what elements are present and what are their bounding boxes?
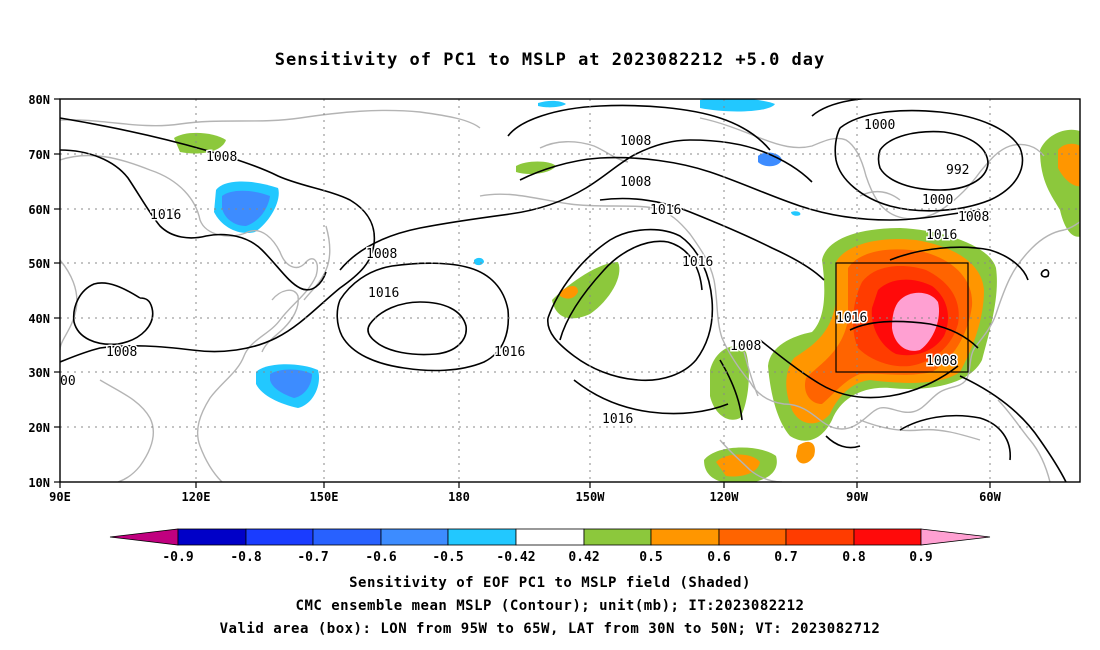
colorbar-segment [583, 528, 652, 546]
shade-negative-japan-core [270, 369, 312, 398]
colorbar-segment [312, 528, 382, 546]
colorbar-label: -0.6 [365, 550, 396, 565]
contour-low-1000 [834, 109, 1024, 212]
contour-label: 992 [946, 163, 969, 178]
colorbar-label: 0.6 [707, 550, 731, 565]
colorbar-segment [380, 528, 449, 546]
lat-label: 40N [28, 312, 50, 326]
lat-label: 80N [28, 93, 50, 107]
colorbar-segment [245, 528, 314, 546]
colorbar-segment [718, 528, 787, 546]
colorbar [109, 528, 991, 546]
contour-label: 1008 [366, 247, 397, 262]
shade-positive-kamchatka [174, 132, 226, 154]
colorbar-segment [447, 528, 517, 546]
contour-subtropical-high-w [336, 262, 510, 372]
colorbar-segment [920, 528, 991, 546]
colorbar-label: 0.8 [842, 550, 866, 565]
contour-label: 1000 [922, 193, 953, 208]
lon-label: 120W [710, 490, 740, 504]
contour-label: 1016 [682, 255, 713, 270]
contour-label: 1008 [730, 339, 761, 354]
colorbar-label: -0.8 [230, 550, 261, 565]
axis-ticks [54, 98, 991, 488]
contour-label: 1016 [602, 412, 633, 427]
contour-label: 1008 [926, 354, 957, 369]
valid-area-box [835, 262, 969, 373]
contour-label: 00 [60, 374, 76, 389]
caption-line-3: Valid area (box): LON from 95W to 65W, L… [219, 621, 881, 637]
lon-label: 150E [310, 490, 339, 504]
colorbar-label: 0.5 [639, 550, 662, 565]
caption-line-1: Sensitivity of EOF PC1 to MSLP field (Sh… [349, 575, 751, 591]
lat-label: 50N [28, 257, 50, 271]
colorbar-segment [853, 528, 922, 546]
plot-title: Sensitivity of PC1 to MSLP at 2023082212… [274, 50, 826, 70]
colorbar-label: -0.5 [432, 550, 463, 565]
contour-label: 1008 [958, 210, 989, 225]
colorbar-label: 0.42 [568, 550, 599, 565]
lon-label: 150W [576, 490, 606, 504]
contour-label: 1008 [620, 175, 651, 190]
lat-label: 10N [28, 476, 50, 490]
lat-label: 60N [28, 203, 50, 217]
lon-label: 90E [49, 490, 71, 504]
colorbar-label: 0.7 [774, 550, 797, 565]
colorbar-label: 0.9 [909, 550, 932, 565]
contour-label: 1016 [494, 345, 525, 360]
lat-label: 30N [28, 366, 50, 380]
colorbar-label: -0.9 [162, 550, 193, 565]
contour-low-992 [877, 130, 989, 191]
contour-label: 1016 [368, 286, 399, 301]
colorbar-label: -0.42 [496, 550, 535, 565]
contour-label: 1016 [926, 228, 957, 243]
coastlines [60, 109, 1080, 482]
lat-label: 20N [28, 421, 50, 435]
contour-label: 1000 [864, 118, 895, 133]
colorbar-segment [785, 528, 855, 546]
gridlines [60, 99, 1080, 482]
map-frame [59, 98, 1081, 483]
contour-label: 1016 [836, 311, 867, 326]
lon-label: 120E [182, 490, 211, 504]
shade-negative-siberia-core [222, 190, 270, 226]
shade-positive-pacific [552, 262, 620, 319]
colorbar-segment [109, 528, 179, 546]
lon-label: 90W [846, 490, 868, 504]
lon-label: 60W [979, 490, 1001, 504]
colorbar-segment [515, 528, 585, 546]
contour-label: 1008 [106, 345, 137, 360]
colorbar-label: -0.7 [297, 550, 328, 565]
contour-label: 1016 [650, 203, 681, 218]
lon-label: 180 [448, 490, 470, 504]
lat-label: 70N [28, 148, 50, 162]
contour-label: 1008 [206, 150, 237, 165]
contour-subtropical-high-e [547, 228, 714, 382]
colorbar-segment [177, 528, 247, 546]
contour-label: 1016 [150, 208, 181, 223]
mslp-contours [60, 99, 1067, 482]
contour-label: 1008 [620, 134, 651, 149]
colorbar-segment [650, 528, 720, 546]
caption-line-2: CMC ensemble mean MSLP (Contour); unit(m… [295, 598, 805, 614]
